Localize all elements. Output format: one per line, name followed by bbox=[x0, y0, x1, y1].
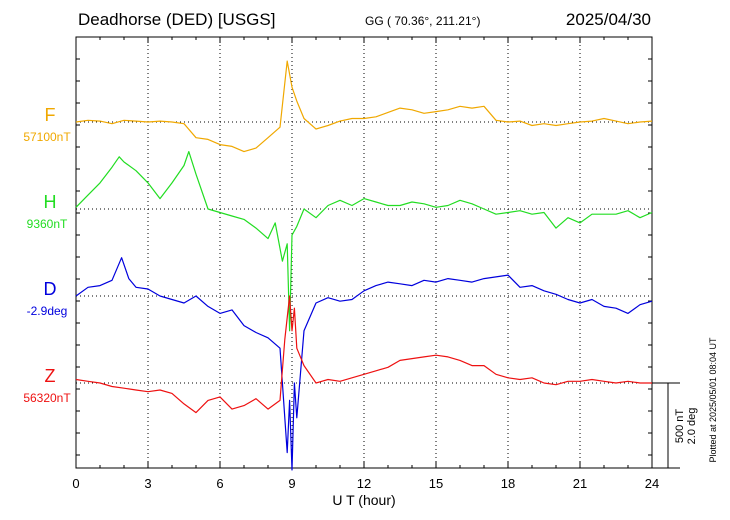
series-name-d: D bbox=[44, 279, 57, 299]
x-tick-label: 9 bbox=[288, 476, 295, 491]
series-name-h: H bbox=[44, 192, 57, 212]
series-baseline-d: -2.9deg bbox=[27, 304, 68, 318]
series-line-z bbox=[75, 295, 652, 414]
series-baseline-z: 56320nT bbox=[23, 391, 71, 405]
plot-date: 2025/04/30 bbox=[565, 10, 651, 29]
plotted-timestamp: Plotted at 2025/05/01 08:04 UT bbox=[708, 337, 718, 463]
series-line-h bbox=[75, 151, 653, 332]
x-tick-label: 24 bbox=[645, 476, 659, 491]
scale-bar-label-line: 500 nT bbox=[674, 409, 686, 444]
station-title: Deadhorse (DED) [USGS] bbox=[78, 10, 276, 29]
series-name-f: F bbox=[45, 105, 56, 125]
x-tick-label: 12 bbox=[357, 476, 371, 491]
x-axis-label: U T (hour) bbox=[332, 492, 395, 508]
scale-bar-label: 500 nT2.0 deg bbox=[674, 408, 698, 445]
series-line-f bbox=[75, 60, 653, 153]
x-tick-label: 3 bbox=[144, 476, 151, 491]
series-line-d bbox=[75, 257, 653, 471]
x-tick-label: 0 bbox=[72, 476, 79, 491]
series-baseline-h: 9360nT bbox=[27, 217, 68, 231]
x-tick-label: 15 bbox=[429, 476, 443, 491]
series-baseline-f: 57100nT bbox=[23, 130, 71, 144]
scale-bar-label-line: 2.0 deg bbox=[686, 408, 698, 445]
x-tick-label: 21 bbox=[573, 476, 587, 491]
x-tick-label: 6 bbox=[216, 476, 223, 491]
series-name-z: Z bbox=[45, 366, 56, 386]
station-coordinates: GG ( 70.36°, 211.21°) bbox=[365, 14, 481, 28]
x-tick-label: 18 bbox=[501, 476, 515, 491]
